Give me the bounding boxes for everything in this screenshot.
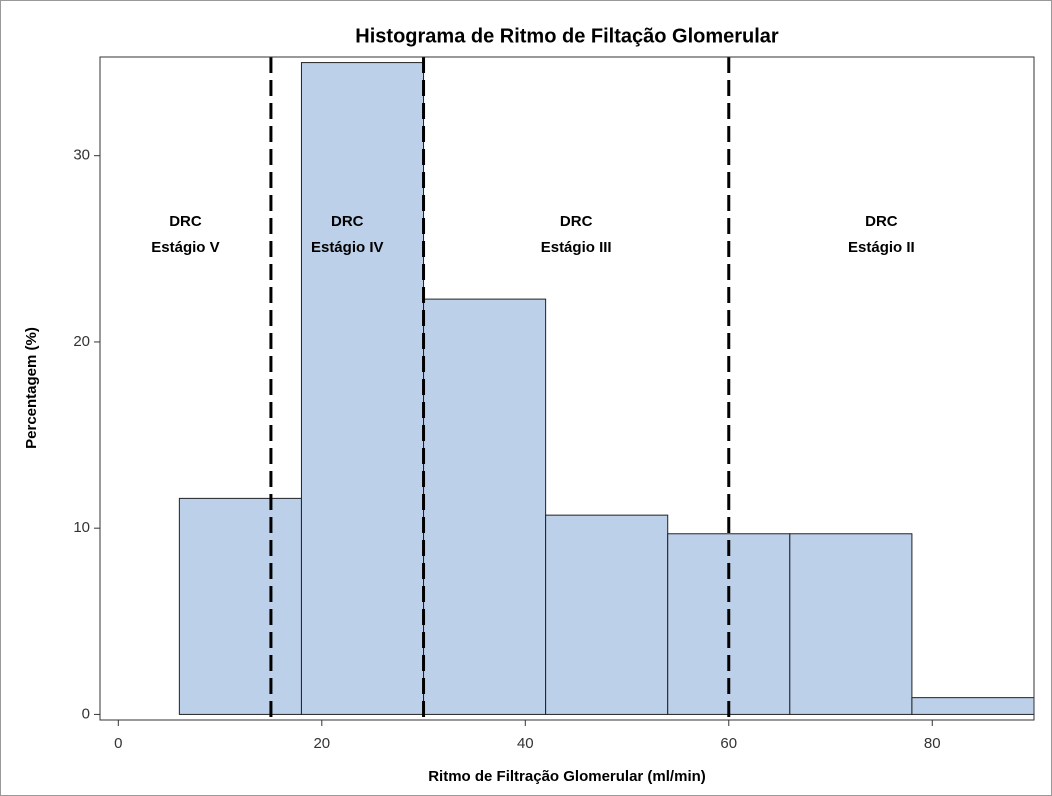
annotation: Estágio III: [541, 239, 612, 256]
annotation: Estágio V: [151, 239, 219, 256]
bar: [178, 497, 302, 715]
bar: [789, 533, 913, 715]
x-tick-label: 20: [313, 735, 330, 752]
annotation: DRC: [169, 213, 202, 230]
annotation: DRC: [865, 213, 898, 230]
bar: [545, 514, 669, 715]
annotation: Estágio IV: [311, 239, 384, 256]
plot-frame: [99, 56, 1035, 721]
annotation: DRC: [560, 213, 593, 230]
y-axis-label: Percentagem (%): [23, 327, 40, 449]
x-tick-label: 80: [924, 735, 941, 752]
y-tick-label: 0: [82, 705, 90, 722]
x-tick-label: 60: [720, 735, 737, 752]
x-axis-label: Ritmo de Filtração Glomerular (ml/min): [428, 768, 706, 785]
y-tick-label: 10: [73, 519, 90, 536]
chart-title: Histograma de Ritmo de Filtação Glomerul…: [355, 25, 779, 47]
annotation: DRC: [331, 213, 364, 230]
y-tick-label: 20: [73, 333, 90, 350]
annotation: Estágio II: [848, 239, 915, 256]
x-tick-label: 0: [114, 735, 122, 752]
y-tick-label: 30: [73, 147, 90, 164]
bar: [300, 62, 425, 715]
x-tick-label: 40: [517, 735, 534, 752]
bar: [423, 298, 547, 715]
bar: [911, 697, 1035, 715]
